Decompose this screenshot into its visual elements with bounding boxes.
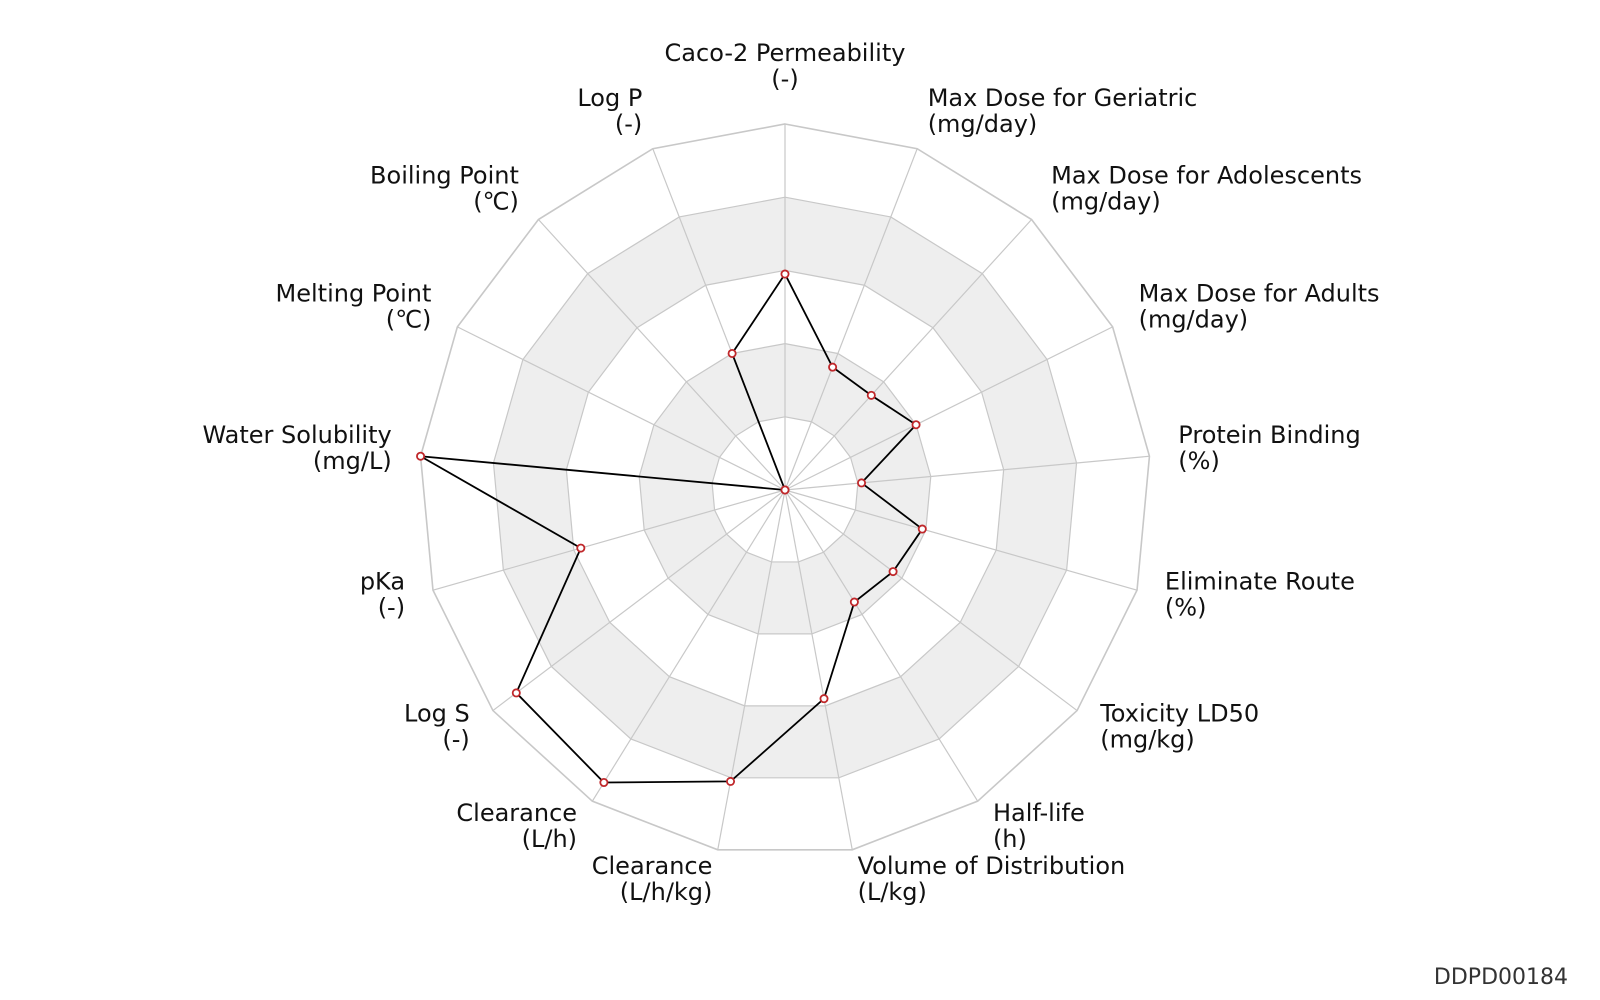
axis-label: Half-life (h) bbox=[993, 799, 1085, 853]
grid-spoke bbox=[784, 148, 918, 491]
axis-label-unit: (mg/day) bbox=[1051, 188, 1161, 216]
data-point bbox=[917, 524, 927, 534]
axis-label-unit: (mg/kg) bbox=[1100, 726, 1195, 754]
axis-labels: Caco-2 Permeability (-)Max Dose for Geria… bbox=[202, 39, 1379, 906]
axis-label: Toxicity LD50 (mg/kg) bbox=[1099, 700, 1259, 754]
data-point bbox=[599, 778, 609, 788]
axis-label-name: Caco-2 Permeability bbox=[665, 39, 906, 67]
data-point bbox=[780, 485, 790, 495]
grid-spoke bbox=[784, 326, 1113, 491]
axis-label-unit: (mg/day) bbox=[1139, 305, 1249, 333]
data-point bbox=[911, 420, 921, 430]
axis-label: Clearance (L/h/kg) bbox=[592, 852, 713, 906]
axis-label-name: Max Dose for Adolescents bbox=[1051, 162, 1362, 190]
grid-spoke bbox=[432, 489, 786, 591]
axis-label-unit: (-) bbox=[442, 726, 469, 754]
axis-label-unit: (-) bbox=[771, 65, 798, 93]
grid-spoke bbox=[784, 489, 1138, 591]
data-point bbox=[511, 688, 521, 698]
axis-label-name: Half-life bbox=[993, 799, 1085, 827]
grid-spoke bbox=[784, 455, 1150, 491]
axis-label: Caco-2 Permeability (-) bbox=[665, 39, 906, 93]
grid-spoke bbox=[784, 489, 979, 802]
data-point bbox=[780, 269, 790, 279]
axis-label-name: Max Dose for Adults bbox=[1139, 279, 1380, 307]
grid-spokes bbox=[420, 124, 1150, 850]
data-series bbox=[416, 269, 927, 788]
axis-label: Eliminate Route (%) bbox=[1165, 568, 1355, 622]
grid-spoke bbox=[492, 489, 786, 712]
axis-label-name: Eliminate Route bbox=[1165, 568, 1355, 596]
data-point bbox=[888, 567, 898, 577]
axis-label-unit: (%) bbox=[1165, 594, 1207, 622]
axis-label-unit: (L/h/kg) bbox=[620, 878, 713, 906]
axis-label-unit: (L/h) bbox=[522, 825, 577, 853]
axis-label: Log S (-) bbox=[404, 700, 470, 754]
axis-label: Volume of Distribution (L/kg) bbox=[858, 852, 1126, 906]
axis-label-unit: (℃) bbox=[473, 188, 519, 216]
axis-label: Max Dose for Adolescents (mg/day) bbox=[1051, 162, 1362, 216]
data-point bbox=[857, 478, 867, 488]
axis-label-unit: (h) bbox=[993, 825, 1027, 853]
axis-label-unit: (mg/day) bbox=[928, 110, 1038, 138]
axis-label-unit: (%) bbox=[1178, 447, 1220, 475]
axis-label: Clearance (L/h) bbox=[456, 799, 577, 853]
axis-label-unit: (-) bbox=[615, 110, 642, 138]
axis-label-name: Max Dose for Geriatric bbox=[928, 84, 1198, 112]
axis-label-unit: (mg/L) bbox=[313, 447, 392, 475]
axis-label: Melting Point (℃) bbox=[276, 279, 432, 333]
axis-label: pKa (-) bbox=[360, 568, 405, 622]
axis-label-name: Melting Point bbox=[276, 279, 432, 307]
axis-label: Water Solubility (mg/L) bbox=[202, 421, 391, 475]
axis-label-name: Boiling Point bbox=[370, 162, 519, 190]
axis-label: Boiling Point (℃) bbox=[370, 162, 519, 216]
grid-spoke bbox=[537, 219, 786, 491]
grid-spoke bbox=[784, 219, 1033, 491]
data-point bbox=[727, 348, 737, 358]
grid-spoke bbox=[784, 489, 853, 850]
axis-label-name: Protein Binding bbox=[1178, 421, 1360, 449]
axis-label: Protein Binding (%) bbox=[1178, 421, 1360, 475]
grid-spoke bbox=[591, 489, 786, 802]
axis-label-name: Toxicity LD50 bbox=[1099, 700, 1259, 728]
axis-label-unit: (℃) bbox=[386, 305, 432, 333]
grid-spoke bbox=[717, 489, 786, 850]
grid-spoke bbox=[457, 326, 786, 491]
data-point bbox=[576, 543, 586, 553]
grid-spoke bbox=[784, 489, 1078, 712]
axis-label: Log P (-) bbox=[577, 84, 642, 138]
data-point bbox=[849, 597, 859, 607]
axis-label-name: Water Solubility bbox=[202, 421, 391, 449]
axis-label-name: Log P bbox=[577, 84, 642, 112]
data-point bbox=[416, 451, 426, 461]
axis-label: Max Dose for Geriatric (mg/day) bbox=[928, 84, 1198, 138]
axis-label-name: Clearance bbox=[592, 852, 713, 880]
axis-label-name: Clearance bbox=[456, 799, 577, 827]
data-point bbox=[726, 776, 736, 786]
axis-label: Max Dose for Adults (mg/day) bbox=[1139, 279, 1380, 333]
record-id: DDPD00184 bbox=[1433, 965, 1568, 990]
data-point bbox=[866, 390, 876, 400]
axis-label-unit: (-) bbox=[378, 594, 405, 622]
data-point bbox=[828, 362, 838, 372]
axis-label-name: Log S bbox=[404, 700, 470, 728]
data-point bbox=[819, 694, 829, 704]
axis-label-unit: (L/kg) bbox=[858, 878, 927, 906]
axis-label-name: Volume of Distribution bbox=[858, 852, 1126, 880]
axis-label-name: pKa bbox=[360, 568, 405, 596]
